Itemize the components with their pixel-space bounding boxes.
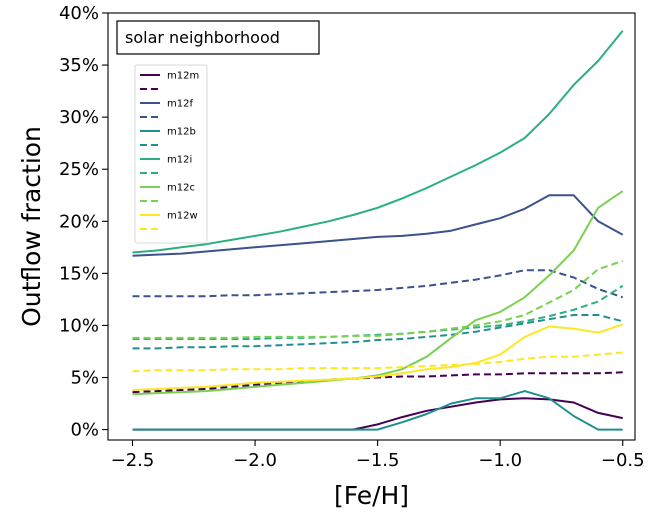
legend-label: m12f <box>167 99 193 110</box>
annotation-frame <box>116 20 320 55</box>
series-line-4 <box>132 390 623 431</box>
x-tick-label: −1.0 <box>478 450 522 471</box>
y-tick-label: 10% <box>59 315 99 336</box>
y-tick-label: 0% <box>70 420 99 441</box>
legend-frame <box>134 64 208 244</box>
series-line-0 <box>132 397 623 431</box>
series-line-8 <box>132 190 624 396</box>
series-line-11-dashed <box>132 351 623 373</box>
series-line-7-dashed <box>132 285 624 340</box>
series-line-3-dashed <box>132 269 624 299</box>
legend: m12m m12f m12b m12i m12c m12w <box>134 64 208 244</box>
annotation-box: solar neighborhood <box>116 20 320 55</box>
x-tick-label: −0.5 <box>601 450 645 471</box>
x-tick-label: −2.0 <box>233 450 277 471</box>
y-tick-label: 35% <box>59 55 99 76</box>
y-tick-label: 40% <box>59 3 99 24</box>
y-tick-label: 25% <box>59 159 99 180</box>
legend-label: m12i <box>167 155 192 166</box>
x-tick-label: −2.5 <box>111 450 155 471</box>
series-line-5-dashed <box>132 314 623 350</box>
x-axis-ticks: −2.5 −2.0 −1.5 −1.0 −0.5 <box>111 440 645 471</box>
y-tick-label: 5% <box>70 368 99 389</box>
series-layer <box>132 30 624 431</box>
series-line-6 <box>132 30 624 254</box>
legend-label: m12c <box>167 183 195 194</box>
series-line-9-dashed <box>132 259 624 339</box>
annotation-text: solar neighborhood <box>125 28 280 47</box>
legend-label: m12b <box>167 127 196 138</box>
y-tick-label: 20% <box>59 211 99 232</box>
x-tick-label: −1.5 <box>356 450 400 471</box>
y-tick-label: 30% <box>59 107 99 128</box>
y-axis-label: Outflow fraction <box>17 126 46 327</box>
plot-frame <box>107 12 636 441</box>
series-line-2 <box>132 194 624 257</box>
y-tick-label: 15% <box>59 263 99 284</box>
series-line-10 <box>132 323 624 391</box>
y-axis-ticks: 0% 5% 10% 15% 20% 25% 30% 35% 40% <box>59 3 108 441</box>
legend-label: m12m <box>167 71 199 82</box>
x-axis-label: [Fe/H] <box>334 481 409 510</box>
legend-label: m12w <box>167 211 198 222</box>
